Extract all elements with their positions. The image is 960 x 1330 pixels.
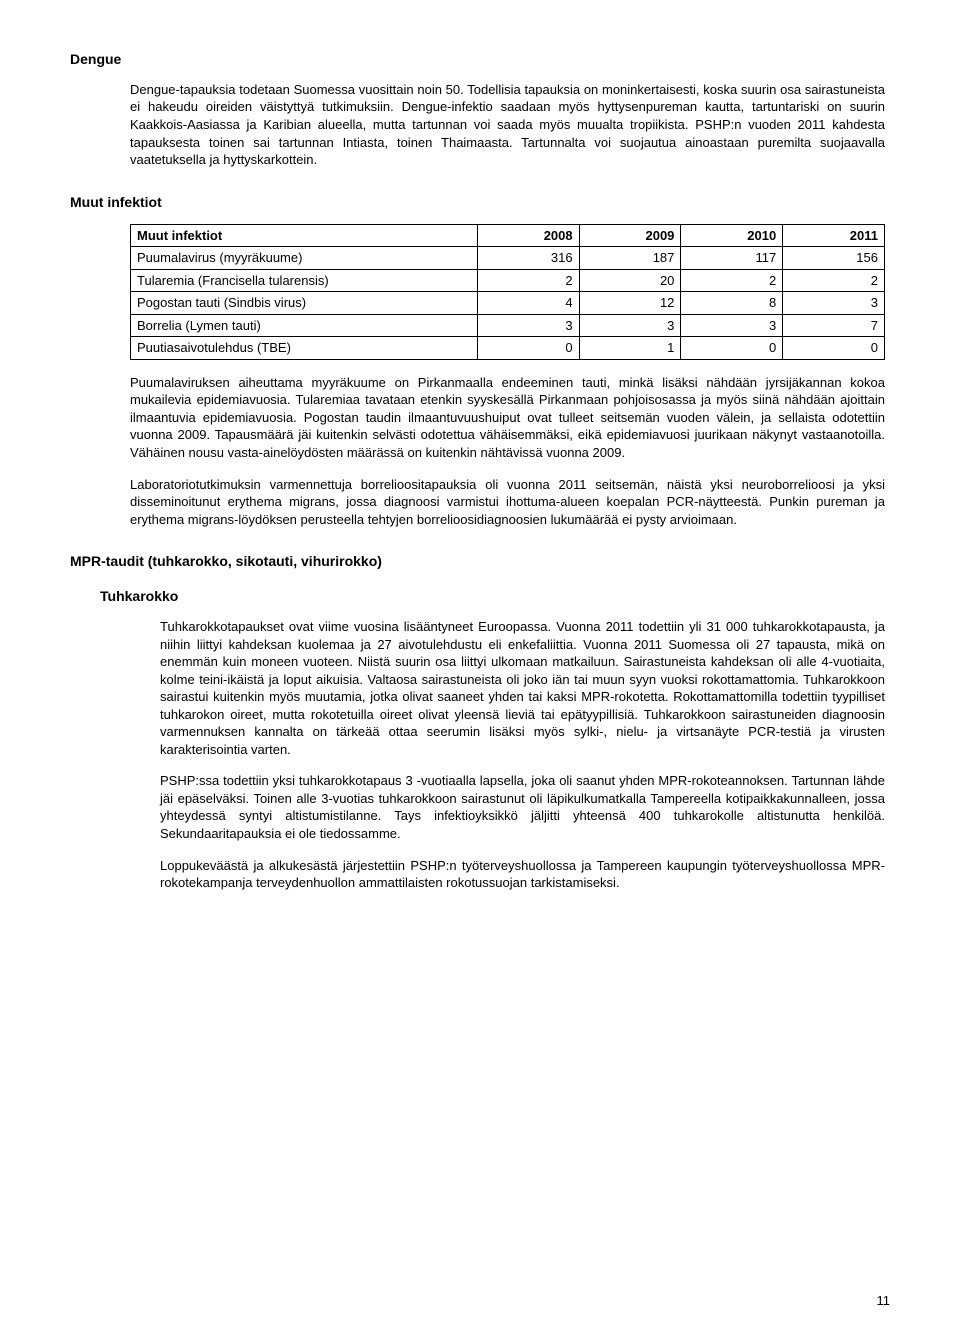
table-cell: Tularemia (Francisella tularensis)	[131, 269, 478, 292]
table-cell: 3	[681, 314, 783, 337]
tuhkarokko-paragraph-3: Loppukeväästä ja alkukesästä järjestetti…	[160, 857, 885, 892]
table-cell: 187	[579, 247, 681, 270]
table-cell: 316	[477, 247, 579, 270]
table-header-cell: 2008	[477, 224, 579, 247]
dengue-heading: Dengue	[70, 50, 890, 69]
table-row: Puumalavirus (myyräkuume)316187117156	[131, 247, 885, 270]
table-cell: 0	[477, 337, 579, 360]
tuhkarokko-paragraph-2: PSHP:ssa todettiin yksi tuhkarokkotapaus…	[160, 772, 885, 842]
table-cell: 0	[783, 337, 885, 360]
table-header-cell: Muut infektiot	[131, 224, 478, 247]
table-header-cell: 2010	[681, 224, 783, 247]
table-cell: Borrelia (Lymen tauti)	[131, 314, 478, 337]
table-cell: 7	[783, 314, 885, 337]
table-cell: 8	[681, 292, 783, 315]
tuhkarokko-heading: Tuhkarokko	[100, 587, 890, 606]
table-cell: 2	[681, 269, 783, 292]
table-cell: 3	[783, 292, 885, 315]
mpr-heading: MPR-taudit (tuhkarokko, sikotauti, vihur…	[70, 552, 890, 571]
table-row: Tularemia (Francisella tularensis)22022	[131, 269, 885, 292]
muut-infektiot-heading: Muut infektiot	[70, 193, 890, 212]
table-cell: 117	[681, 247, 783, 270]
table-cell: 1	[579, 337, 681, 360]
muut-infektiot-table: Muut infektiot 2008 2009 2010 2011 Puuma…	[130, 224, 885, 360]
table-row: Borrelia (Lymen tauti)3337	[131, 314, 885, 337]
table-cell: 3	[579, 314, 681, 337]
table-cell: 4	[477, 292, 579, 315]
page-number: 11	[877, 1292, 891, 1310]
table-cell: 2	[783, 269, 885, 292]
table-row: Pogostan tauti (Sindbis virus)41283	[131, 292, 885, 315]
table-header-row: Muut infektiot 2008 2009 2010 2011	[131, 224, 885, 247]
table-cell: 12	[579, 292, 681, 315]
table-cell: Puutiasaivotulehdus (TBE)	[131, 337, 478, 360]
table-cell: 20	[579, 269, 681, 292]
table-header-cell: 2011	[783, 224, 885, 247]
table-cell: 3	[477, 314, 579, 337]
table-cell: Puumalavirus (myyräkuume)	[131, 247, 478, 270]
table-cell: 2	[477, 269, 579, 292]
table-cell: Pogostan tauti (Sindbis virus)	[131, 292, 478, 315]
muut-paragraph-2: Laboratoriotutkimuksin varmennettuja bor…	[130, 476, 885, 529]
table-header-cell: 2009	[579, 224, 681, 247]
table-cell: 156	[783, 247, 885, 270]
tuhkarokko-paragraph-1: Tuhkarokkotapaukset ovat viime vuosina l…	[160, 618, 885, 758]
table-row: Puutiasaivotulehdus (TBE)0100	[131, 337, 885, 360]
muut-paragraph-1: Puumalaviruksen aiheuttama myyräkuume on…	[130, 374, 885, 462]
table-cell: 0	[681, 337, 783, 360]
dengue-paragraph: Dengue-tapauksia todetaan Suomessa vuosi…	[130, 81, 885, 169]
